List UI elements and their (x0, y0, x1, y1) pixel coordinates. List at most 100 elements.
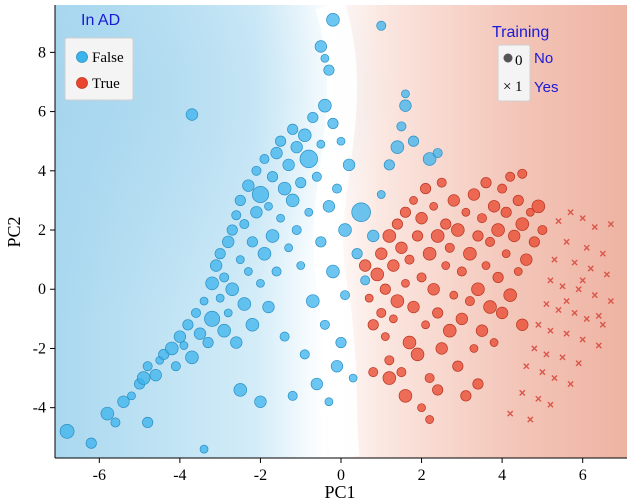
data-point-false (182, 319, 194, 331)
data-point-true (475, 324, 489, 337)
data-point-true (497, 183, 508, 194)
legend-label-yes: Yes (534, 79, 558, 96)
data-point-false (332, 183, 342, 194)
data-point-yes (583, 315, 590, 322)
data-point-yes (603, 271, 610, 278)
y-tick-label: 4 (38, 163, 46, 180)
data-point-true (441, 261, 451, 270)
data-point-false (199, 444, 209, 454)
data-point-false (306, 294, 320, 308)
data-point-true (379, 283, 391, 295)
legend-label-true: True (92, 76, 120, 92)
data-point-true (447, 194, 460, 207)
data-point-false (291, 225, 302, 235)
data-point-yes (579, 336, 586, 343)
data-point-false (319, 319, 330, 330)
data-point-false (320, 53, 330, 63)
data-point-false (199, 296, 209, 306)
data-point-false (233, 383, 248, 397)
data-point-true (525, 207, 535, 217)
data-point-false (234, 194, 246, 206)
data-point-false (136, 371, 151, 385)
data-point-true (460, 390, 472, 402)
data-point-false (117, 395, 130, 408)
data-point-false (367, 229, 380, 243)
data-point-false (376, 20, 387, 31)
color-legend-title: In AD (81, 12, 120, 29)
data-point-false (110, 417, 121, 428)
data-point-false (326, 264, 340, 279)
data-point-true (503, 288, 517, 302)
data-point-yes (551, 374, 558, 382)
data-point-true (420, 183, 432, 195)
x-axis-title: PC1 (324, 482, 355, 502)
data-point-true (432, 307, 444, 319)
data-point-true (396, 367, 407, 378)
data-point-yes (555, 306, 562, 314)
data-point-true (402, 335, 417, 350)
data-point-true (469, 344, 479, 353)
data-point-false (179, 341, 189, 350)
data-point-true (444, 242, 455, 253)
x-tick-label: 6 (579, 467, 587, 484)
data-point-true (513, 267, 523, 276)
data-point-yes (607, 297, 614, 305)
data-point-false (338, 223, 352, 237)
data-point-true (485, 236, 495, 247)
data-point-false (226, 224, 238, 236)
data-point-true (455, 312, 468, 325)
data-point-true (443, 323, 457, 338)
data-point-true (477, 213, 487, 224)
y-axis-title: PC2 (4, 216, 24, 247)
data-point-false (399, 99, 412, 112)
data-point-false (279, 331, 290, 342)
data-point-false (244, 267, 253, 276)
data-point-yes (543, 300, 550, 308)
data-point-yes (563, 330, 570, 337)
data-point-false (85, 437, 97, 449)
data-point-true (382, 229, 397, 243)
data-point-true (461, 207, 471, 217)
legend-marker-true (76, 77, 88, 89)
data-point-false (202, 336, 214, 349)
data-point-true (422, 246, 437, 261)
data-point-false (376, 190, 386, 199)
data-point-true (359, 259, 372, 272)
data-point-false (327, 117, 339, 129)
data-point-yes (579, 215, 586, 222)
y-tick-label: 0 (38, 281, 46, 298)
y-tick-label: 2 (38, 222, 46, 239)
data-point-false (322, 200, 336, 213)
data-point-false (287, 123, 299, 135)
data-point-false (215, 293, 225, 303)
data-point-false (219, 272, 230, 283)
data-point-true (416, 272, 427, 283)
data-point-yes (551, 256, 558, 263)
data-point-false (287, 390, 298, 401)
data-point-true (398, 389, 413, 403)
data-point-yes (535, 321, 542, 328)
data-point-false (256, 278, 265, 288)
data-point-true (483, 300, 497, 314)
data-point-false (239, 219, 250, 230)
data-point-true (480, 177, 492, 189)
data-point-false (149, 368, 162, 382)
data-point-true (517, 168, 528, 179)
data-point-false (336, 136, 346, 146)
data-point-false (270, 146, 283, 160)
data-point-false (204, 310, 221, 327)
data-point-false (351, 202, 371, 223)
data-point-true (391, 218, 403, 230)
data-point-false (264, 201, 273, 211)
data-point-false (314, 40, 328, 53)
data-point-false (351, 248, 363, 260)
x-tick-label: 0 (337, 467, 345, 484)
data-point-false (396, 121, 407, 132)
data-point-false (173, 330, 187, 343)
data-point-false (316, 139, 326, 149)
data-point-false (193, 327, 207, 340)
data-point-true (368, 367, 379, 378)
data-point-yes (527, 416, 534, 423)
data-point-false (217, 323, 231, 338)
